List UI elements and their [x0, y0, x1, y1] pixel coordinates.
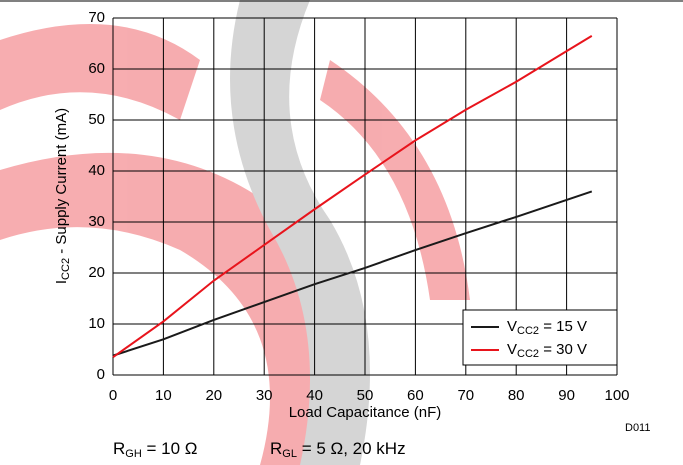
y-tick-label: 0 [97, 366, 105, 383]
y-tick-label: 10 [88, 315, 105, 332]
legend-label-part: V [507, 341, 517, 358]
legend-label-part: = 30 V [539, 341, 587, 358]
x-tick-label: 100 [604, 387, 629, 404]
x-tick-label: 80 [508, 387, 525, 404]
note: RGL = 5 Ω, 20 kHz [270, 439, 406, 459]
x-tick-label: 0 [109, 387, 117, 404]
watermark [0, 0, 470, 465]
x-axis-label: Load Capacitance (nF) [289, 404, 442, 421]
x-tick-label: 10 [155, 387, 172, 404]
legend-label-part: CC2 [517, 348, 539, 360]
x-tick-label: 40 [306, 387, 323, 404]
note: RGH = 10 Ω [113, 439, 198, 459]
legend-label-part: = 15 V [539, 318, 587, 335]
y-tick-label: 40 [88, 162, 105, 179]
x-tick-label: 50 [357, 387, 374, 404]
x-tick-label: 30 [256, 387, 273, 404]
y-axis-label: ICC2 - Supply Current (mA) [53, 108, 72, 284]
legend-label: VCC2 = 30 V [507, 341, 587, 360]
legend-label: VCC2 = 15 V [507, 318, 587, 337]
x-tick-label: 70 [457, 387, 474, 404]
x-tick-label: 60 [407, 387, 424, 404]
x-tick-label: 20 [205, 387, 222, 404]
y-tick-label: 30 [88, 213, 105, 230]
data-line [112, 190, 593, 357]
legend-box [462, 309, 618, 366]
x-tick-label: 90 [558, 387, 575, 404]
legend-label-part: V [507, 318, 517, 335]
legend-label-part: CC2 [517, 325, 539, 337]
y-tick-label: 60 [88, 60, 105, 77]
data-line [112, 34, 593, 358]
y-tick-label: 20 [88, 264, 105, 281]
figure-code: D011 [625, 422, 650, 434]
y-tick-label: 70 [88, 9, 105, 26]
y-tick-label: 50 [88, 111, 105, 128]
